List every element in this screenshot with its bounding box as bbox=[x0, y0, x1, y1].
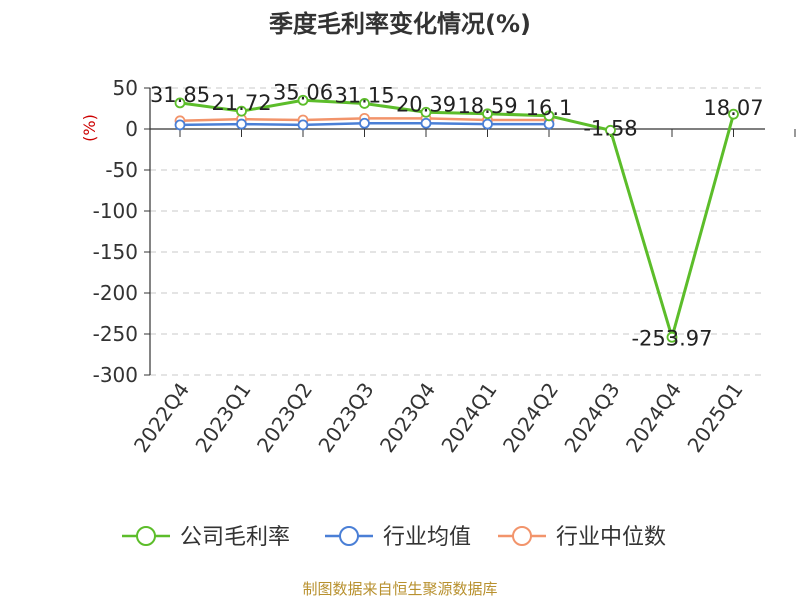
data-point bbox=[359, 117, 370, 129]
series-lines bbox=[174, 94, 739, 343]
legend-label: 行业均值 bbox=[383, 525, 471, 550]
data-point bbox=[359, 98, 370, 109]
source-note: 制图数据来自恒生聚源数据库 bbox=[302, 580, 497, 598]
data-point bbox=[236, 118, 247, 130]
y-tick-label: 50 bbox=[113, 76, 138, 100]
legend-marker bbox=[136, 526, 156, 546]
legend-label: 行业中位数 bbox=[556, 525, 666, 550]
data-point bbox=[236, 105, 247, 117]
x-tick-label: 2024Q1 bbox=[436, 378, 501, 457]
data-label: 20.39 bbox=[396, 92, 456, 116]
legend: 公司毛利率 行业均值 行业中位数 bbox=[122, 525, 666, 550]
x-tick-label: 2023Q1 bbox=[190, 378, 255, 457]
x-tick-label: 2023Q2 bbox=[252, 378, 317, 457]
x-tick-label: 2023Q3 bbox=[313, 378, 378, 457]
data-point bbox=[605, 124, 616, 136]
chart-title: 季度毛利率变化情况(%) bbox=[269, 10, 531, 38]
legend-marker bbox=[512, 526, 532, 546]
data-label: 31.85 bbox=[150, 83, 210, 107]
y-axis-label: (%) bbox=[80, 114, 99, 142]
data-label: 21.72 bbox=[211, 91, 271, 115]
y-tick-label: -200 bbox=[93, 281, 138, 305]
x-tick-label: 2025Q1 bbox=[682, 378, 747, 457]
x-tick-label: 2023Q4 bbox=[375, 378, 440, 457]
data-point bbox=[297, 119, 309, 131]
y-tick-label: 0 bbox=[125, 117, 138, 141]
x-tick-label: 2024Q4 bbox=[621, 378, 686, 457]
data-label: 35.06 bbox=[273, 80, 333, 104]
legend-marker bbox=[339, 526, 359, 546]
x-tick-label: 2024Q3 bbox=[559, 378, 624, 457]
y-tick-label: -250 bbox=[93, 322, 138, 346]
data-point bbox=[482, 118, 493, 130]
data-point bbox=[420, 117, 432, 129]
series-line-0 bbox=[179, 98, 735, 339]
data-label: -253.97 bbox=[631, 326, 712, 350]
x-tick-label: 2022Q4 bbox=[129, 378, 194, 457]
data-label: 18.59 bbox=[457, 94, 517, 118]
y-tick-label: -150 bbox=[93, 240, 138, 264]
data-point bbox=[420, 106, 432, 118]
axes: 500-50-100-150-200-250-3002022Q42023Q120… bbox=[93, 76, 796, 457]
data-labels: 31.85 21.72 35.06 31.15 20.39 18.59 16.1 -1.58 -… bbox=[150, 80, 764, 350]
data-point bbox=[482, 108, 493, 120]
y-tick-label: -50 bbox=[105, 158, 138, 182]
data-point bbox=[666, 331, 678, 343]
data-label: 31.15 bbox=[334, 83, 394, 107]
y-tick-label: -100 bbox=[93, 199, 138, 223]
data-point bbox=[543, 110, 555, 122]
data-point bbox=[728, 108, 739, 120]
x-tick-label: 2024Q2 bbox=[498, 378, 563, 457]
data-label: 16.1 bbox=[526, 96, 573, 120]
data-label: -1.58 bbox=[583, 116, 637, 140]
data-point bbox=[297, 94, 309, 106]
y-tick-label: -300 bbox=[93, 363, 138, 387]
data-point bbox=[174, 97, 186, 109]
legend-label: 公司毛利率 bbox=[180, 525, 290, 550]
data-label: 18.07 bbox=[703, 96, 763, 120]
data-point bbox=[174, 119, 186, 131]
